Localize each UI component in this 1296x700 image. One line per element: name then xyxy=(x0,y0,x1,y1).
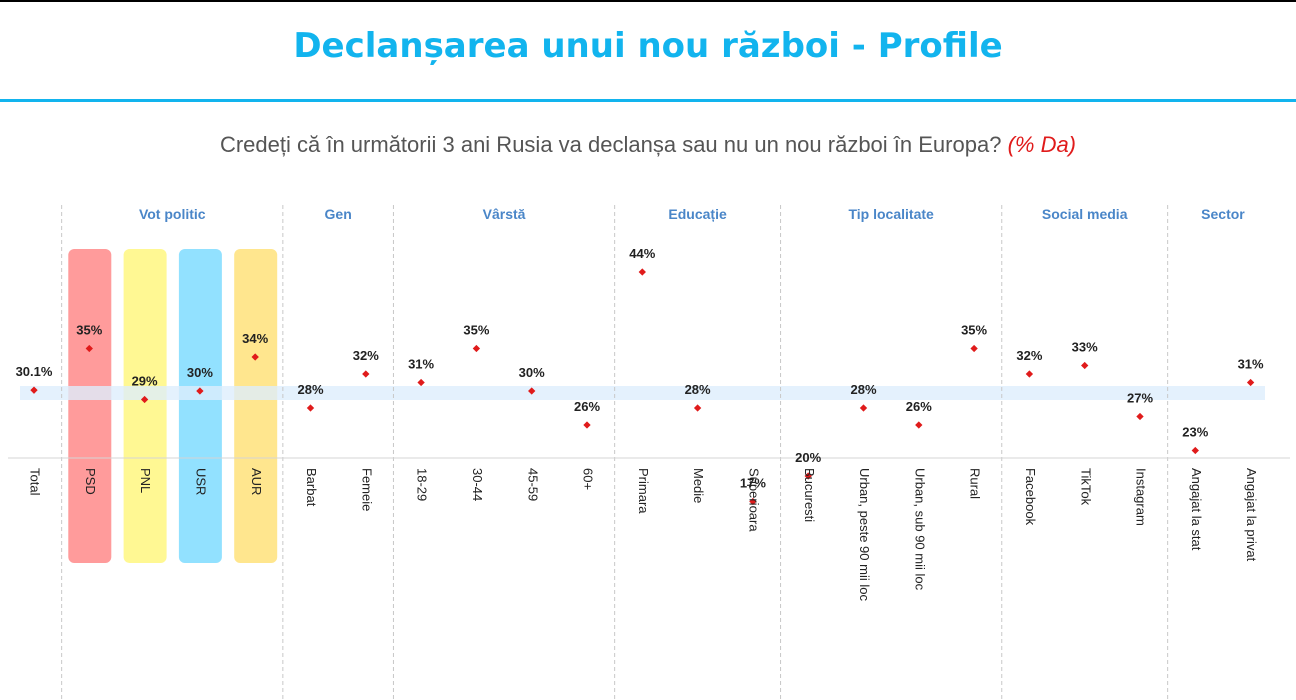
value-label-primara: 44% xyxy=(629,246,655,261)
total-reference-band xyxy=(20,386,1265,400)
value-label-urban-peste-90-mii-loc: 28% xyxy=(850,382,876,397)
value-label-tiktok: 33% xyxy=(1072,340,1098,355)
marker-primara xyxy=(638,268,646,276)
marker-tiktok xyxy=(1081,361,1089,370)
category-label-angajat-la-stat: Angajat la stat xyxy=(1189,468,1204,551)
category-label-primara: Primara xyxy=(636,468,651,514)
marker-30-44 xyxy=(472,344,481,353)
value-label-aur: 34% xyxy=(242,331,268,346)
category-label-psd: PSD xyxy=(83,468,98,495)
category-label-pnl: PNL xyxy=(138,468,153,493)
marker-aur xyxy=(251,353,259,361)
category-label-bucuresti: Bucuresti xyxy=(802,468,817,522)
category-label-rural: Rural xyxy=(968,468,983,499)
marker-facebook xyxy=(1025,370,1034,378)
value-label-instagram: 27% xyxy=(1127,391,1153,406)
value-label-barbat: 28% xyxy=(297,382,323,397)
value-label-psd: 35% xyxy=(76,323,102,338)
page-title: Declanșarea unui nou război - Profile xyxy=(293,26,1003,66)
value-label-bucuresti: 20% xyxy=(795,450,821,465)
value-label-facebook: 32% xyxy=(1016,348,1042,363)
value-label-total: 30.1% xyxy=(16,364,53,379)
value-labels: 30.1% 35% 29% 30% 34% 28% 32% 31% 35% 30% 26% 44% 28… xyxy=(16,246,1264,491)
category-label-superioara: Superioara xyxy=(746,468,761,532)
value-label-urban-sub-90-mii-loc: 26% xyxy=(906,399,932,414)
value-label-rural: 35% xyxy=(961,323,987,338)
category-label-barbat: Barbat xyxy=(304,468,319,507)
marker-femeie xyxy=(362,370,370,378)
category-label-medie: Medie xyxy=(691,468,706,503)
category-label-tiktok: TikTok xyxy=(1078,468,1093,506)
value-label-18-29: 31% xyxy=(408,357,434,372)
subtitle-note: (% Da) xyxy=(1007,132,1077,157)
marker-urban-peste-90-mii-loc xyxy=(859,404,868,412)
top-rule xyxy=(0,0,1296,2)
value-label-medie: 28% xyxy=(685,382,711,397)
marker-18-29 xyxy=(417,378,425,387)
party-highlights xyxy=(68,249,278,563)
value-label-60: 26% xyxy=(574,399,600,414)
highlight-aur xyxy=(234,249,278,563)
group-label-social-media: Social media xyxy=(1042,206,1128,222)
marker-60 xyxy=(583,421,591,429)
marker-superioara xyxy=(749,497,757,506)
marker-bucuresti xyxy=(804,472,812,480)
value-label-usr: 30% xyxy=(187,365,213,380)
highlight-usr xyxy=(178,249,222,563)
category-label-30-44: 30-44 xyxy=(470,468,485,501)
category-label-45-59: 45-59 xyxy=(525,468,540,501)
chart-subtitle: Credeți că în următorii 3 ani Rusia va d… xyxy=(0,132,1296,158)
marker-rural xyxy=(970,344,978,353)
value-label-30-44: 35% xyxy=(463,323,489,338)
category-label-instagram: Instagram xyxy=(1134,468,1149,526)
value-label-45-59: 30% xyxy=(519,365,545,380)
marker-angajat-la-privat xyxy=(1246,378,1255,387)
group-label-gen: Gen xyxy=(325,206,352,222)
group-label-educatie: Educație xyxy=(668,206,727,222)
marker-45-59 xyxy=(528,387,536,395)
category-label-60: 60+ xyxy=(581,468,596,490)
group-labels: Vot politic Gen Vârstă Educație Tip localita… xyxy=(139,206,1245,222)
value-label-superioara: 17% xyxy=(740,476,766,491)
marker-total xyxy=(30,386,38,394)
marker-usr xyxy=(196,387,204,395)
value-label-femeie: 32% xyxy=(353,348,379,363)
group-separators xyxy=(61,205,1169,700)
marker-pnl xyxy=(140,395,149,404)
value-label-angajat-la-privat: 31% xyxy=(1238,357,1264,372)
marker-medie xyxy=(693,404,702,412)
group-label-sector: Sector xyxy=(1201,206,1245,222)
category-label-facebook: Facebook xyxy=(1023,468,1038,526)
group-label-vot-politic: Vot politic xyxy=(139,206,206,222)
marker-barbat xyxy=(306,404,315,412)
category-label-urban-sub-90-mii-loc: Urban, sub 90 mii loc xyxy=(912,468,927,591)
category-labels: Total PSD PNL USR AUR Barbat Femeie 18-29 30-44 4… xyxy=(28,468,1260,601)
marker-urban-sub-90-mii-loc xyxy=(915,421,923,429)
group-label-varsta: Vârstă xyxy=(483,206,526,222)
marker-instagram xyxy=(1136,412,1144,421)
group-label-tip-localitate: Tip localitate xyxy=(848,206,934,222)
category-label-femeie: Femeie xyxy=(359,468,374,511)
value-label-angajat-la-stat: 23% xyxy=(1182,425,1208,440)
data-markers xyxy=(30,268,1255,506)
highlight-pnl xyxy=(123,249,167,563)
highlight-psd xyxy=(68,249,112,563)
title-underline xyxy=(0,99,1296,102)
category-label-total: Total xyxy=(28,468,43,496)
subtitle-question: Credeți că în următorii 3 ani Rusia va d… xyxy=(219,132,1002,157)
marker-angajat-la-stat xyxy=(1191,446,1199,455)
category-label-urban-peste-90-mii-loc: Urban, peste 90 mii loc xyxy=(857,468,872,601)
category-label-usr: USR xyxy=(193,468,208,495)
category-label-aur: AUR xyxy=(249,468,264,495)
category-label-angajat-la-privat: Angajat la privat xyxy=(1244,468,1259,562)
value-label-pnl: 29% xyxy=(132,374,158,389)
category-label-18-29: 18-29 xyxy=(415,468,430,501)
